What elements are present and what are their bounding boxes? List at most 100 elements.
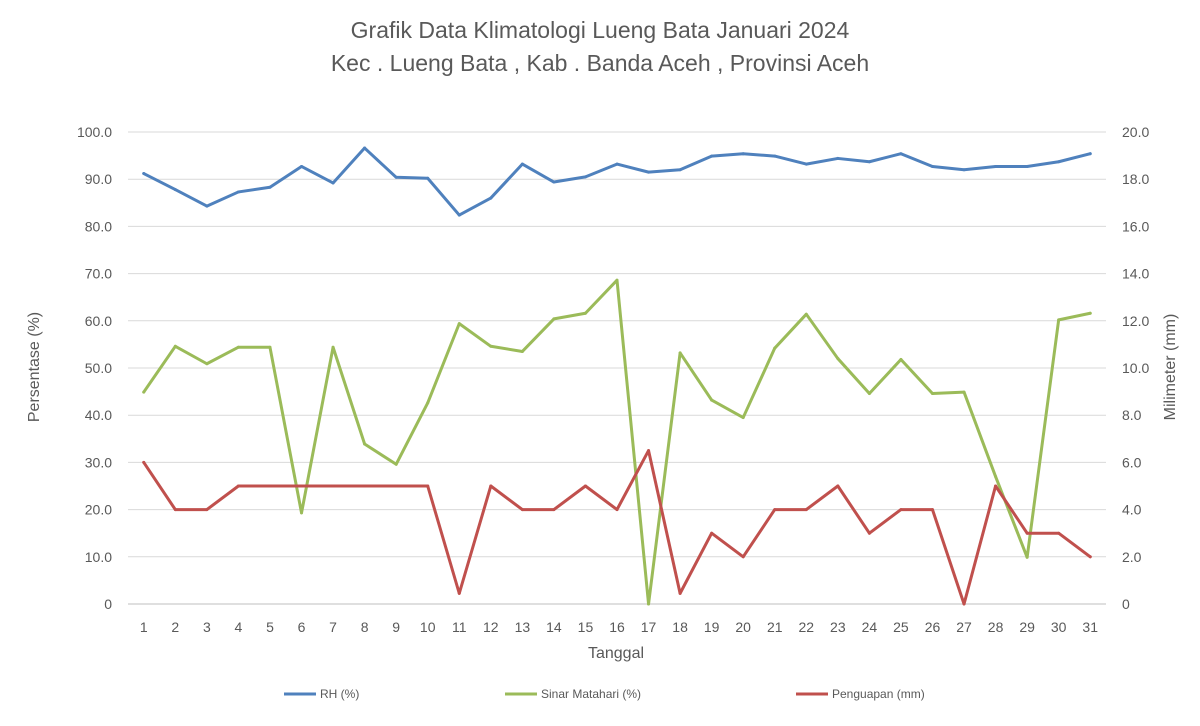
data-point [647, 602, 651, 606]
data-point [899, 358, 903, 361]
x-tick-label: 11 [452, 619, 467, 635]
right-tick-label: 0 [1122, 596, 1130, 612]
legend: RH (%) Sinar Matahari (%) Penguapan (mm) [284, 687, 925, 701]
x-tick-label: 9 [392, 619, 400, 635]
x-tick-label: 12 [483, 619, 499, 635]
data-point [552, 508, 556, 512]
left-axis-ticks: 0 10.0 20.0 30.0 40.0 50.0 60.0 70.0 80.0 90.0 100… [77, 124, 112, 612]
data-point [205, 362, 209, 366]
x-tick-label: 26 [925, 619, 941, 635]
right-tick-label: 12.0 [1122, 313, 1149, 329]
x-tick-label: 23 [830, 619, 846, 635]
data-point [994, 484, 998, 488]
data-point [930, 164, 934, 168]
data-point [899, 152, 903, 156]
x-tick-label: 6 [298, 619, 306, 635]
data-point [426, 176, 430, 180]
legend-label: Penguapan (mm) [832, 687, 925, 701]
x-tick-label: 27 [956, 619, 972, 635]
data-point [1088, 152, 1092, 156]
left-tick-label: 30.0 [85, 454, 112, 470]
right-tick-label: 18.0 [1122, 171, 1149, 187]
data-point [142, 390, 146, 394]
data-point [710, 531, 714, 535]
data-point [173, 188, 177, 192]
x-tick-label: 17 [641, 619, 657, 635]
x-tick-label: 8 [361, 619, 369, 635]
x-tick-label: 25 [893, 619, 909, 635]
right-tick-label: 16.0 [1122, 218, 1149, 234]
series-line-3 [142, 449, 1092, 606]
data-point [962, 390, 966, 394]
x-tick-label: 4 [235, 619, 243, 635]
left-tick-label: 0 [104, 596, 112, 612]
data-point [741, 555, 745, 559]
series-lines [142, 146, 1092, 606]
data-point [268, 484, 272, 488]
data-point [867, 160, 871, 164]
x-tick-label: 16 [609, 619, 625, 635]
x-tick-label: 20 [735, 619, 751, 635]
data-point [741, 416, 745, 420]
data-point [962, 602, 966, 606]
data-point [867, 391, 871, 395]
data-point [804, 312, 808, 316]
data-point [394, 484, 398, 488]
data-point [741, 152, 745, 156]
x-tick-label: 28 [988, 619, 1004, 635]
data-point [489, 484, 493, 488]
data-point [268, 345, 272, 349]
data-point [205, 508, 209, 512]
x-tick-label: 22 [799, 619, 815, 635]
data-point [394, 462, 398, 466]
data-point [1057, 318, 1061, 322]
left-tick-label: 50.0 [85, 360, 112, 376]
x-tick-label: 29 [1019, 619, 1035, 635]
data-point [804, 162, 808, 166]
data-point [142, 460, 146, 464]
data-point [205, 204, 209, 208]
x-tick-label: 7 [329, 619, 337, 635]
data-point [678, 351, 682, 355]
left-tick-label: 40.0 [85, 407, 112, 423]
data-point [1088, 311, 1092, 315]
data-point [1025, 555, 1029, 559]
x-tick-label: 3 [203, 619, 211, 635]
data-point [1057, 160, 1061, 164]
data-point [836, 484, 840, 488]
x-tick-label: 1 [140, 619, 148, 635]
left-tick-label: 20.0 [85, 502, 112, 518]
data-point [994, 164, 998, 168]
data-point [710, 154, 714, 158]
data-point [552, 317, 556, 321]
data-point [1025, 531, 1029, 535]
data-point [836, 156, 840, 160]
left-tick-label: 100.0 [77, 124, 112, 140]
data-point [363, 146, 367, 150]
right-tick-label: 8.0 [1122, 407, 1142, 423]
data-point [300, 511, 304, 515]
chart-title: Grafik Data Klimatologi Lueng Bata Janua… [351, 17, 850, 43]
data-point [426, 401, 430, 405]
data-point [142, 172, 146, 176]
left-tick-label: 70.0 [85, 266, 112, 282]
x-axis-title: Tanggal [588, 645, 644, 662]
gridlines [128, 131, 1106, 558]
chart-subtitle: Kec . Lueng Bata , Kab . Banda Aceh , Pr… [331, 50, 869, 76]
data-point [331, 484, 335, 488]
x-tick-label: 5 [266, 619, 274, 635]
x-tick-label: 21 [767, 619, 783, 635]
legend-label: RH (%) [320, 687, 359, 701]
data-point [678, 591, 682, 595]
data-point [300, 164, 304, 168]
data-point [394, 175, 398, 179]
data-point [583, 175, 587, 179]
data-point [552, 180, 556, 184]
y-axis-left-title: Persentase (%) [26, 312, 43, 422]
data-point [520, 162, 524, 166]
data-point [930, 508, 934, 512]
data-point [331, 345, 335, 349]
data-point [457, 322, 461, 326]
data-point [899, 508, 903, 512]
x-tick-label: 18 [672, 619, 688, 635]
